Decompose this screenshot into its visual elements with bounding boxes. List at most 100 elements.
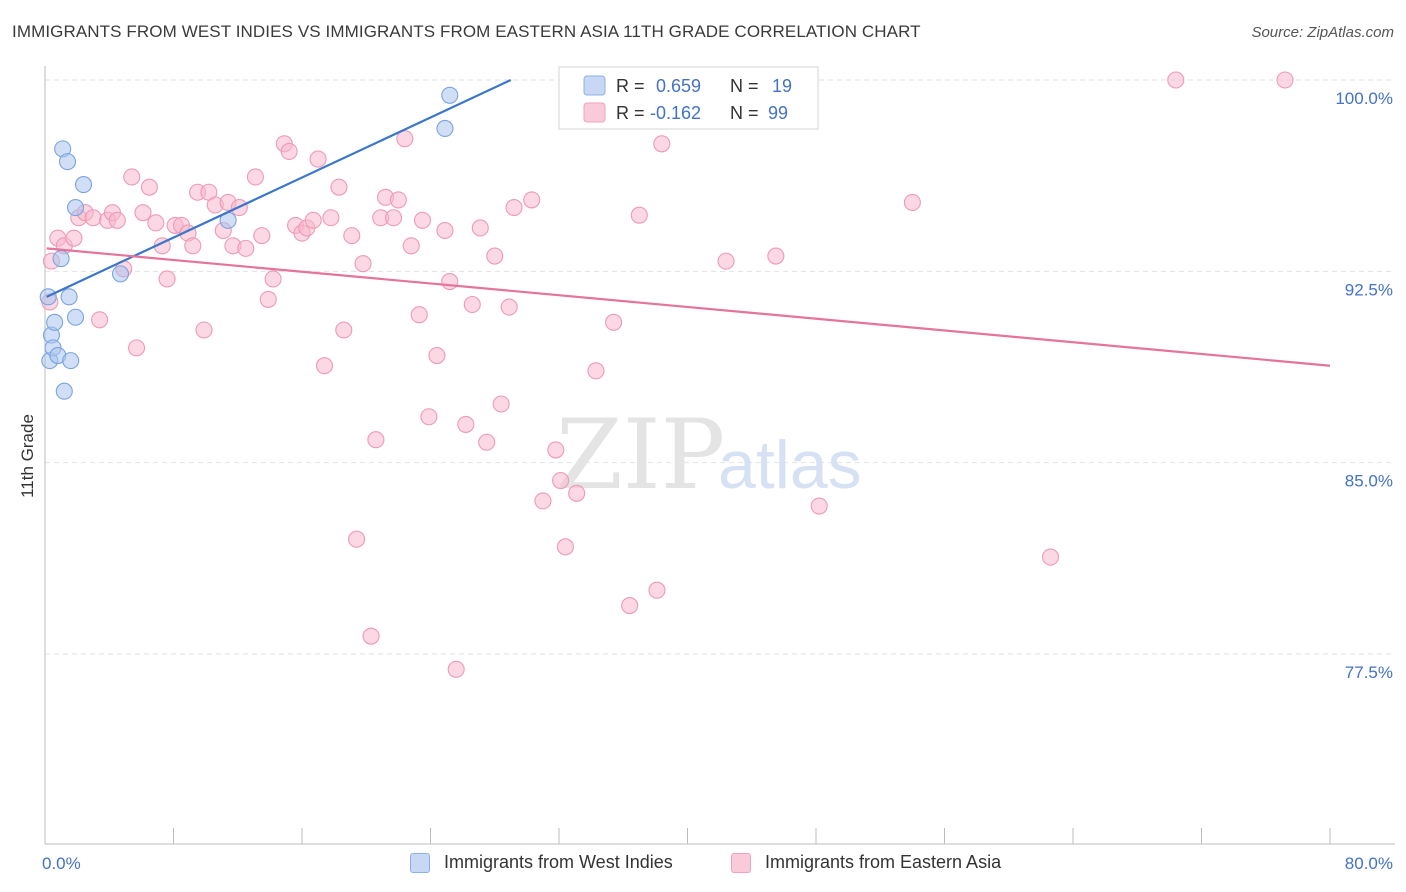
y-tick-label-3: 100.0% [1335,89,1393,108]
point-series-1-65 [447,660,465,678]
point-series-1-34 [253,227,271,245]
y-tick-label-0: 77.5% [1345,663,1393,682]
point-series-1-60 [413,211,432,229]
point-series-1-71 [492,395,510,413]
point-series-1-92 [1276,71,1294,89]
legend-swatch-eastern-asia [583,102,606,123]
point-series-1-17 [147,214,165,232]
legend-swatch-pink [731,852,751,873]
point-series-1-91 [1167,71,1185,89]
point-series-1-48 [343,227,361,245]
point-series-0-18 [441,86,459,104]
legend-n-label-1: N = [730,76,759,96]
point-series-1-77 [552,471,570,490]
point-series-1-70 [486,247,504,265]
point-series-0-9 [58,153,77,171]
point-series-1-81 [605,313,623,331]
point-series-1-55 [385,209,403,227]
point-series-1-52 [367,431,385,449]
point-series-0-15 [111,265,130,283]
bottom-legend: Immigrants from West Indies Immigrants f… [0,852,1406,878]
chart-title: IMMIGRANTS FROM WEST INDIES VS IMMIGRANT… [12,22,921,41]
point-series-1-66 [457,415,475,433]
point-series-1-23 [184,237,202,255]
point-series-1-64 [441,272,459,291]
point-series-1-86 [717,252,735,270]
point-series-1-56 [389,191,407,209]
legend-item-west-indies[interactable]: Immigrants from West Indies [410,852,673,873]
y-tick-labels: 77.5% 85.0% 92.5% 100.0% [1335,89,1393,682]
point-series-1-4 [65,229,83,247]
point-series-1-79 [568,484,586,502]
point-series-1-58 [402,237,420,255]
point-series-0-11 [62,352,80,370]
point-series-1-8 [91,311,109,329]
legend-label-west-indies: Immigrants from West Indies [444,852,673,872]
point-series-1-33 [246,168,264,186]
point-series-1-25 [195,321,213,339]
point-series-1-16 [140,178,158,196]
watermark-atlas: atlas [718,427,862,503]
point-series-1-75 [534,492,552,510]
point-series-1-14 [128,339,146,357]
point-series-1-72 [500,298,518,316]
point-series-1-67 [463,295,481,314]
top-legend: R = 0.659 N = 19 R = -0.162 N = 99 [558,66,819,130]
point-series-1-47 [335,321,353,339]
legend-r-label-1: R = [616,76,645,96]
point-series-1-61 [420,408,438,426]
point-series-1-35 [259,290,277,308]
point-series-0-17 [436,119,454,138]
legend-item-eastern-asia[interactable]: Immigrants from Eastern Asia [731,852,1001,873]
point-series-1-51 [362,627,380,645]
point-series-1-11 [108,211,126,229]
point-series-1-62 [428,346,446,365]
trend-line-0 [46,79,512,298]
point-series-1-63 [436,221,454,240]
point-series-0-8 [55,382,73,400]
point-series-0-13 [66,199,85,217]
point-series-0-4 [46,313,64,331]
point-series-1-87 [767,247,785,265]
trend-lines [46,79,1331,367]
point-series-1-89 [903,193,921,212]
point-series-1-85 [653,135,671,153]
legend-swatch-west-indies [583,75,606,96]
x-tick-label-1: 80.0% [1345,854,1393,873]
legend-n-value-2: 99 [768,103,788,123]
point-series-1-76 [547,441,565,459]
point-series-1-69 [478,433,496,451]
point-series-1-88 [810,497,828,515]
point-series-1-74 [523,191,541,209]
axes [44,66,1395,845]
point-series-1-49 [348,530,366,548]
point-series-1-59 [410,306,428,324]
point-series-1-68 [471,219,489,237]
point-series-1-42 [304,211,322,229]
point-series-1-7 [84,209,102,227]
legend-swatch-blue [410,852,430,873]
legend-r-value-1: 0.659 [656,76,701,96]
point-series-1-43 [309,150,327,168]
point-series-1-32 [237,239,255,257]
y-axis-title: 11th Grade [18,414,37,498]
point-series-0-10 [60,288,78,306]
point-series-1-80 [587,362,605,380]
point-series-1-73 [505,199,523,217]
point-series-0-6 [52,250,70,268]
legend-r-value-2: -0.162 [650,103,701,123]
point-series-1-78 [556,538,574,556]
trend-line-1 [46,247,1331,367]
legend-n-label-2: N = [730,103,759,123]
y-tick-label-2: 92.5% [1345,280,1393,299]
point-series-1-44 [315,357,334,375]
point-series-1-19 [158,270,176,288]
legend-r-label-2: R = [616,103,645,123]
legend-n-value-1: 19 [772,76,792,96]
y-tick-label-1: 85.0% [1345,472,1393,491]
point-series-1-13 [123,168,141,186]
point-series-1-83 [630,206,648,224]
x-tick-labels: 0.0% 80.0% [42,854,1393,873]
point-series-0-14 [75,176,93,194]
